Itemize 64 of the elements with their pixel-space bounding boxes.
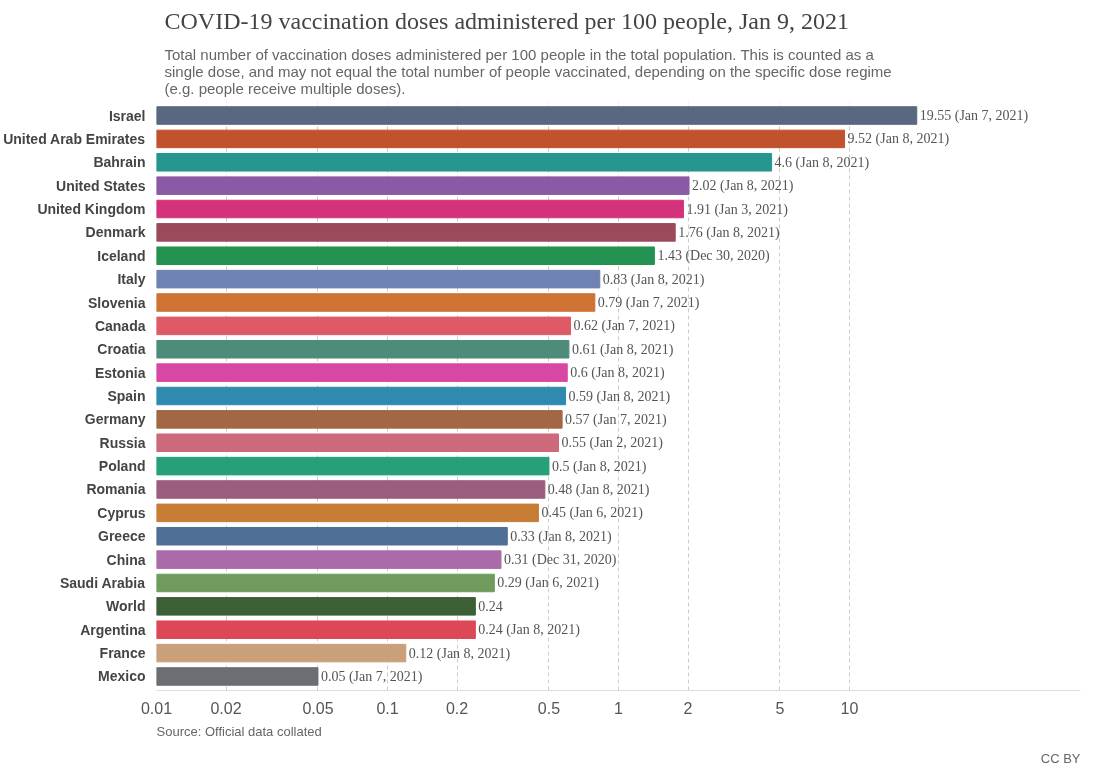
data-label: 0.83 (Jan 8, 2021) [602,271,705,288]
y-tick-label: Bahrain [93,154,146,171]
data-label: 9.52 (Jan 8, 2021) [847,131,950,148]
data-label: 0.48 (Jan 8, 2021) [547,481,650,498]
y-tick-label: Germany [84,411,146,428]
data-label: 4.6 (Jan 8, 2021) [774,154,870,171]
data-label: 19.55 (Jan 7, 2021) [919,108,1029,125]
x-tick-label: 0.02 [210,699,242,717]
y-tick-label: Spain [107,388,146,404]
x-tick-label: 2 [683,699,693,717]
x-tick-label: 5 [775,699,785,717]
data-label: 1.91 (Jan 3, 2021) [686,201,789,218]
y-tick-label: Denmark [85,224,146,241]
y-tick-label: Saudi Arabia [59,574,146,591]
x-tick-label: 0.1 [376,699,399,717]
x-tick-label: 0.5 [537,699,561,717]
data-label: 0.5 (Jan 8, 2021) [551,458,647,475]
y-tick-label: France [99,645,146,662]
y-tick-label: China [106,551,146,568]
x-tick-label: 0.2 [445,699,469,717]
data-label: 0.6 (Jan 8, 2021) [570,365,666,382]
data-label: 0.05 (Jan 7, 2021) [320,668,423,685]
y-tick-label: Israel [108,107,146,124]
x-tick-label: 0.05 [302,699,334,717]
data-label: 0.61 (Jan 8, 2021) [571,341,674,358]
data-label: 0.31 (Dec 31, 2020) [504,552,617,569]
y-tick-label: United States [56,177,146,194]
y-tick-label: Iceland [97,247,146,264]
chart-subtitle: Total number of vaccination doses administered per 100 people in the total population. This is counted as a single dose, and may not equal the total number of people vaccinated, depending on the specific dose regime (e.g. people receive multiple doses). [164,45,892,97]
data-label: 0.79 (Jan 7, 2021) [597,295,700,312]
data-label: 0.33 (Jan 8, 2021) [510,528,613,545]
y-tick-label: Argentina [80,621,146,638]
data-label: 0.45 (Jan 6, 2021) [541,505,644,522]
x-tick-label: 10 [840,699,859,717]
y-tick-label: World [106,598,146,615]
y-tick-label: United Arab Emirates [3,130,146,147]
data-label: 0.59 (Jan 8, 2021) [568,388,671,405]
data-label: 0.12 (Jan 8, 2021) [408,645,511,662]
data-label: 0.29 (Jan 6, 2021) [497,575,600,592]
y-tick-label: Cyprus [97,504,146,521]
data-label: 2.02 (Jan 8, 2021) [692,178,794,195]
data-label: 0.24 [478,599,503,615]
y-tick-label: Romania [86,481,146,498]
y-tick-label: Russia [99,434,146,451]
y-tick-label: Canada [94,317,146,334]
y-tick-label: Italy [117,271,146,288]
data-label: 0.55 (Jan 2, 2021) [561,435,664,452]
x-tick-label: 0.01 [140,699,173,717]
data-label: 0.57 (Jan 7, 2021) [565,411,667,428]
data-label: 0.62 (Jan 7, 2021) [573,318,676,335]
y-tick-label: Croatia [97,341,146,358]
data-label: 0.24 (Jan 8, 2021) [478,622,581,639]
data-label: 1.76 (Jan 8, 2021) [678,224,781,241]
source-note: Source: Official data collated [156,723,322,739]
x-tick-label: 1 [614,699,624,717]
y-tick-label: Slovenia [87,294,146,311]
y-tick-label: Poland [98,458,146,475]
y-tick-label: Greece [98,528,146,545]
y-tick-label: Estonia [94,364,146,381]
y-tick-label: United Kingdom [37,201,146,218]
y-tick-label: Mexico [98,668,146,685]
text: CC BY [1040,750,1081,766]
data-label: 1.43 (Dec 30, 2020) [657,248,771,265]
chart-title: COVID-19 vaccination doses administered per 100 people, Jan 9, 2021 [164,7,850,34]
